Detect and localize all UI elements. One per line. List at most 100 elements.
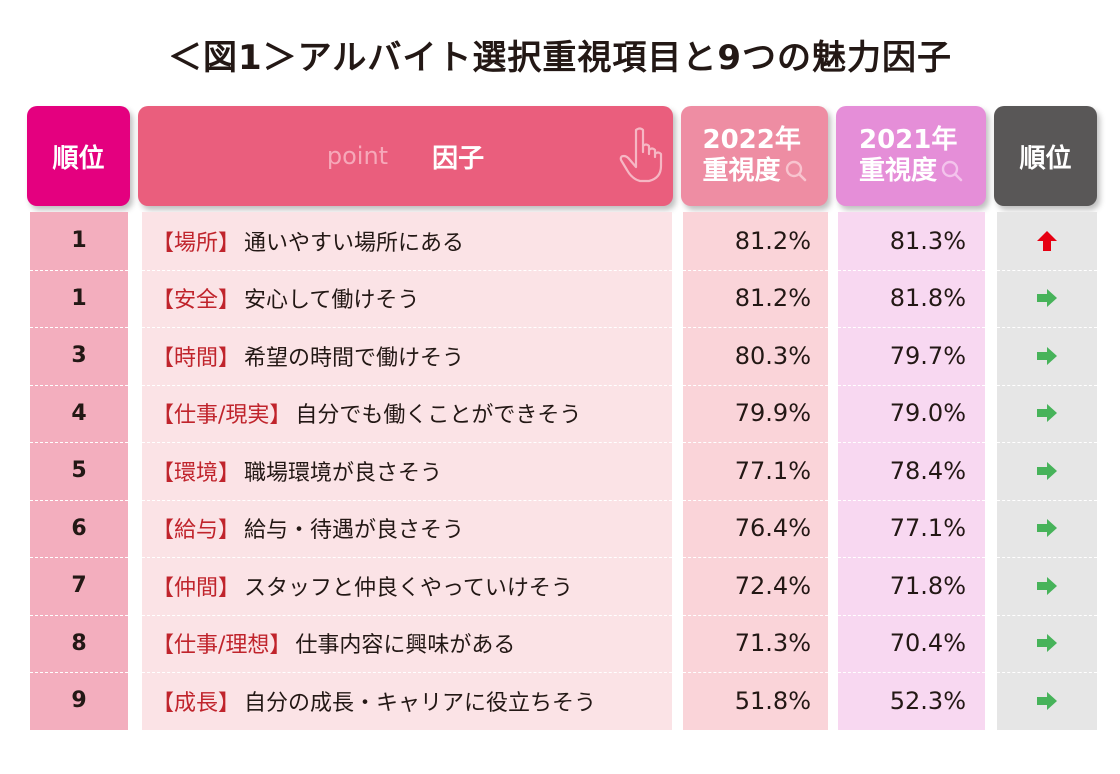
row-separator [142, 672, 672, 673]
y2021-cell: 81.8% [838, 270, 966, 327]
factor-text: 自分の成長・キャリアに役立ちそう [244, 690, 597, 716]
trend-cell [997, 270, 1097, 327]
factor-tag: 【時間】 [152, 345, 241, 371]
y2021-cell: 52.3% [838, 672, 966, 729]
row-separator [142, 442, 672, 443]
y2022-cell: 51.8% [683, 672, 811, 729]
factor-text: 希望の時間で働けそう [244, 345, 465, 371]
y2022-value: 76.4% [734, 514, 811, 542]
row-separator [30, 672, 128, 673]
header-factor-label: 因子 [432, 143, 485, 174]
table-row: 1 【場所】 通いやすい場所にある 81.2% 81.3% [0, 212, 1120, 269]
y2022-cell: 81.2% [683, 270, 811, 327]
factor-cell: 【場所】 通いやすい場所にある [152, 212, 672, 269]
rank-column [30, 212, 128, 730]
trend-cell [997, 327, 1097, 384]
factor-cell: 【環境】 職場環境が良さそう [152, 442, 672, 499]
y2021-value: 81.8% [889, 284, 966, 312]
rank-value: 4 [71, 400, 87, 426]
row-separator [30, 614, 128, 616]
rank-cell: 4 [30, 385, 128, 442]
factor-tag: 【成長】 [152, 690, 241, 716]
magnifier-icon [941, 161, 963, 182]
rank-cell: 1 [30, 212, 128, 269]
table-row: 7 【仲間】 スタッフと仲良くやっていけそう 72.4% 71.8% [0, 557, 1120, 614]
factor-tag: 【場所】 [152, 230, 241, 256]
y2022-value: 79.9% [734, 399, 811, 427]
header-2022-label: 重視度 [702, 156, 781, 186]
arrow-up-icon [1037, 230, 1057, 251]
trend-cell [997, 442, 1097, 499]
y2022-value: 51.8% [734, 686, 811, 715]
rank-cell: 1 [30, 270, 128, 327]
y2021-cell: 79.0% [838, 385, 966, 442]
factor-cell: 【時間】 希望の時間で働けそう [152, 327, 672, 384]
table-row: 1 【安全】 安心して働けそう 81.2% 81.8% [0, 270, 1120, 327]
row-separator [997, 672, 1097, 673]
y2022-value: 80.3% [734, 341, 811, 370]
table-row: 5 【環境】 職場環境が良さそう 77.1% 78.4% [0, 442, 1120, 499]
y2021-value: 70.4% [889, 629, 966, 657]
chart-title: ＜図1＞アルバイト選択重視項目と9つの魅力因子 [168, 38, 952, 78]
row-separator [30, 269, 128, 271]
table-row: 8 【仕事/理想】 仕事内容に興味がある 71.3% 70.4% [0, 615, 1120, 672]
table-row: 4 【仕事/現実】 自分でも働くことができそう 79.9% 79.0% [0, 385, 1120, 442]
row-separator [997, 499, 1097, 501]
row-separator [997, 384, 1097, 386]
row-separator [838, 384, 985, 386]
y2021-cell: 81.3% [838, 212, 966, 269]
y2021-value: 77.1% [889, 514, 966, 542]
header-2021: 2021年 重視度 [836, 106, 986, 206]
y2022-value: 72.4% [734, 571, 811, 600]
trend-cell [997, 615, 1097, 672]
trend-cell [997, 672, 1097, 729]
header-factor: point 因子 [138, 106, 673, 206]
rank-value: 5 [71, 458, 87, 483]
factor-column [142, 212, 672, 730]
row-separator [997, 614, 1097, 616]
row-separator [838, 614, 985, 616]
magnifier-icon [785, 161, 806, 182]
y2021-value: 79.0% [889, 399, 966, 427]
rank-cell: 6 [30, 500, 128, 557]
factor-text: 通いやすい場所にある [244, 230, 465, 256]
row-separator [997, 557, 1097, 558]
row-separator [683, 327, 828, 328]
arrow-right-icon [1037, 519, 1057, 537]
rank-value: 3 [71, 343, 87, 368]
y2022-cell: 76.4% [683, 500, 811, 557]
rank-cell: 8 [30, 615, 128, 672]
rank-cell: 9 [30, 672, 128, 729]
y2021-column [838, 212, 985, 730]
factor-text: 給与・待遇が良さそう [244, 518, 465, 543]
row-separator [683, 614, 828, 616]
y2022-cell: 79.9% [683, 385, 811, 442]
row-separator [683, 672, 828, 673]
factor-tag: 【安全】 [152, 288, 241, 313]
row-separator [30, 384, 128, 386]
y2022-column [683, 212, 828, 730]
y2022-cell: 80.3% [683, 327, 811, 384]
row-separator [142, 557, 672, 558]
header-2021-label: 重視度 [858, 156, 937, 186]
rank-value: 9 [71, 688, 87, 713]
row-separator [142, 614, 672, 616]
y2022-cell: 77.1% [683, 442, 811, 499]
header-point-label: point [326, 142, 389, 170]
header-rank-change-label: 順位 [1019, 143, 1072, 174]
arrow-right-icon [1037, 576, 1057, 595]
y2021-value: 52.3% [889, 686, 966, 715]
header-rank: 順位 [27, 106, 130, 206]
factor-text: 安心して働けそう [244, 288, 420, 313]
arrow-right-icon [1037, 691, 1057, 710]
row-separator [838, 327, 985, 328]
row-separator [683, 557, 828, 558]
y2021-value: 78.4% [889, 456, 966, 485]
row-separator [142, 269, 672, 271]
row-separator [30, 557, 128, 558]
factor-text: 自分でも働くことができそう [295, 403, 582, 428]
factor-cell: 【仕事/理想】 仕事内容に興味がある [152, 615, 672, 672]
factor-text: スタッフと仲良くやっていけそう [244, 575, 573, 601]
factor-cell: 【給与】 給与・待遇が良さそう [152, 500, 672, 557]
arrow-right-icon [1037, 346, 1057, 365]
